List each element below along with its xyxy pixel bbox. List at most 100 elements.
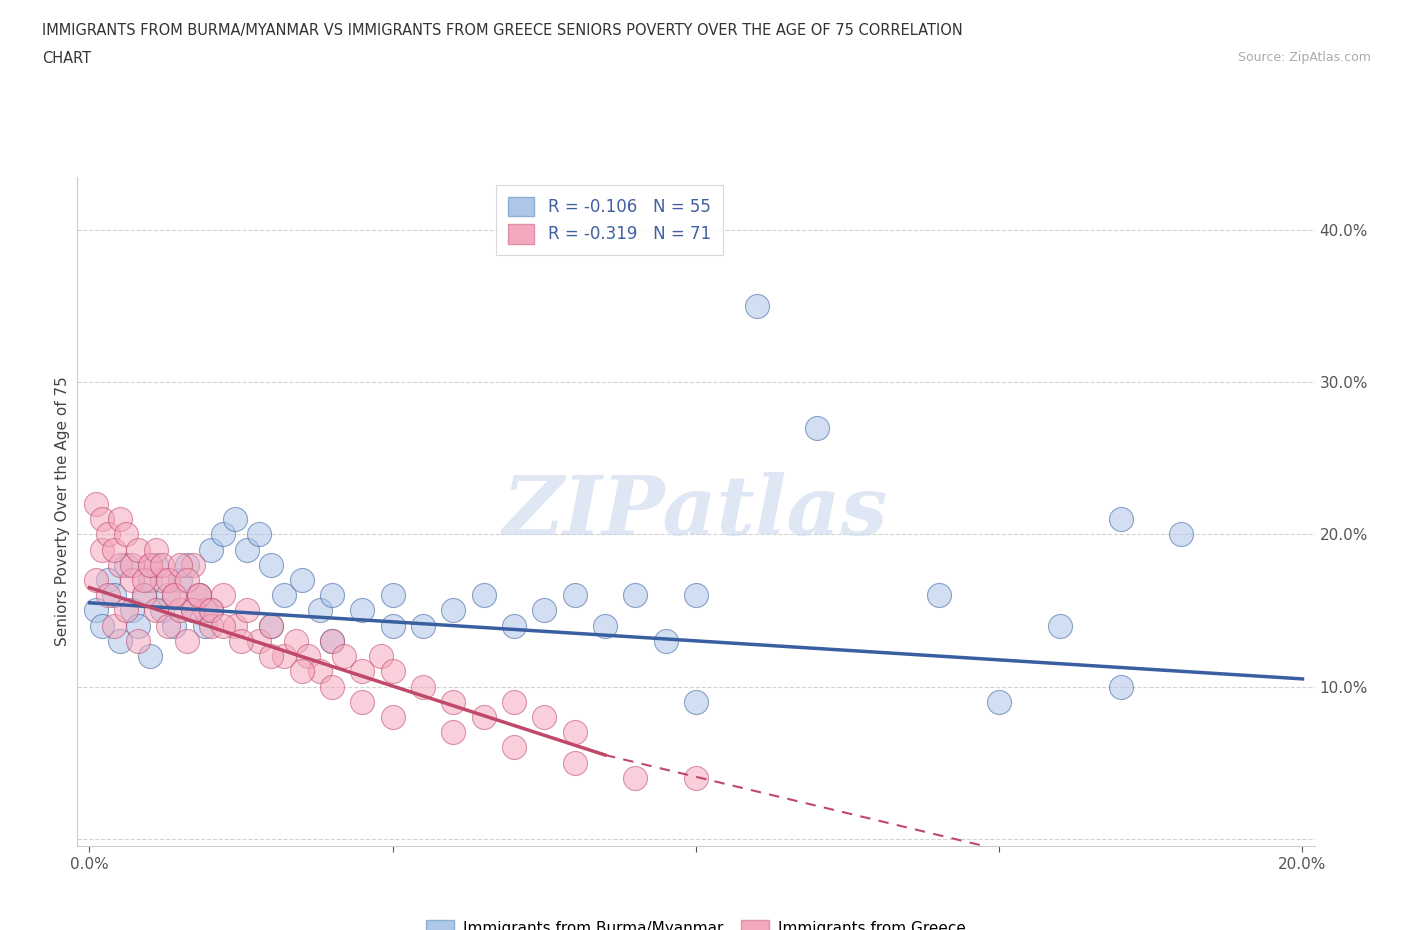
Point <box>150 573 173 588</box>
Point <box>115 557 138 572</box>
Point <box>381 588 404 603</box>
Point <box>139 557 162 572</box>
Text: IMMIGRANTS FROM BURMA/MYANMAR VS IMMIGRANTS FROM GREECE SENIORS POVERTY OVER THE: IMMIGRANTS FROM BURMA/MYANMAR VS IMMIGRA… <box>42 23 963 38</box>
Point <box>321 633 343 648</box>
Point <box>624 770 647 785</box>
Point <box>212 588 235 603</box>
Point <box>103 588 125 603</box>
Point <box>157 588 180 603</box>
Point <box>685 588 707 603</box>
Point <box>321 679 343 694</box>
Point <box>236 542 259 557</box>
Point <box>247 633 270 648</box>
Point <box>194 603 217 618</box>
Point <box>97 527 120 542</box>
Point <box>139 648 162 663</box>
Point <box>145 542 167 557</box>
Point <box>132 588 155 603</box>
Point <box>200 603 222 618</box>
Point <box>441 724 464 739</box>
Point <box>127 542 149 557</box>
Point <box>169 557 191 572</box>
Point <box>806 420 828 435</box>
Point <box>988 695 1011 710</box>
Point <box>150 603 173 618</box>
Point <box>273 588 295 603</box>
Point <box>200 603 222 618</box>
Text: ZIPatlas: ZIPatlas <box>503 472 889 551</box>
Point <box>181 603 204 618</box>
Point <box>236 603 259 618</box>
Point <box>90 618 112 633</box>
Point <box>1049 618 1071 633</box>
Point <box>352 695 374 710</box>
Point <box>157 573 180 588</box>
Point <box>139 573 162 588</box>
Point <box>97 573 120 588</box>
Point <box>187 588 209 603</box>
Point <box>381 618 404 633</box>
Point <box>503 695 526 710</box>
Point <box>309 603 332 618</box>
Point <box>685 770 707 785</box>
Text: CHART: CHART <box>42 51 91 66</box>
Point <box>352 664 374 679</box>
Point <box>97 588 120 603</box>
Point <box>132 588 155 603</box>
Point <box>132 573 155 588</box>
Point <box>229 633 252 648</box>
Point <box>381 710 404 724</box>
Point <box>84 603 107 618</box>
Point <box>90 512 112 526</box>
Point <box>624 588 647 603</box>
Point <box>224 512 246 526</box>
Point <box>260 618 283 633</box>
Legend: Immigrants from Burma/Myanmar, Immigrants from Greece: Immigrants from Burma/Myanmar, Immigrant… <box>420 914 972 930</box>
Point <box>176 633 198 648</box>
Point <box>108 557 131 572</box>
Point <box>90 542 112 557</box>
Point <box>187 588 209 603</box>
Point <box>181 557 204 572</box>
Point <box>103 542 125 557</box>
Point <box>321 588 343 603</box>
Point <box>260 557 283 572</box>
Point <box>352 603 374 618</box>
Point <box>200 542 222 557</box>
Point <box>84 497 107 512</box>
Point <box>121 603 143 618</box>
Point <box>121 557 143 572</box>
Point <box>150 557 173 572</box>
Point <box>84 573 107 588</box>
Point <box>145 557 167 572</box>
Point <box>533 603 555 618</box>
Point <box>1109 512 1132 526</box>
Point <box>200 618 222 633</box>
Point <box>412 679 434 694</box>
Point <box>564 755 586 770</box>
Point <box>127 633 149 648</box>
Point <box>503 740 526 755</box>
Point <box>176 573 198 588</box>
Point <box>163 618 186 633</box>
Y-axis label: Seniors Poverty Over the Age of 75: Seniors Poverty Over the Age of 75 <box>55 377 70 646</box>
Point <box>309 664 332 679</box>
Point <box>503 618 526 633</box>
Point <box>115 603 138 618</box>
Point <box>533 710 555 724</box>
Point <box>212 618 235 633</box>
Point <box>370 648 392 663</box>
Point <box>472 710 495 724</box>
Point <box>685 695 707 710</box>
Point <box>291 573 314 588</box>
Point <box>108 512 131 526</box>
Point <box>163 588 186 603</box>
Point <box>745 299 768 313</box>
Point <box>187 588 209 603</box>
Point <box>441 603 464 618</box>
Point <box>181 603 204 618</box>
Point <box>333 648 356 663</box>
Point <box>247 527 270 542</box>
Point <box>169 573 191 588</box>
Point <box>163 588 186 603</box>
